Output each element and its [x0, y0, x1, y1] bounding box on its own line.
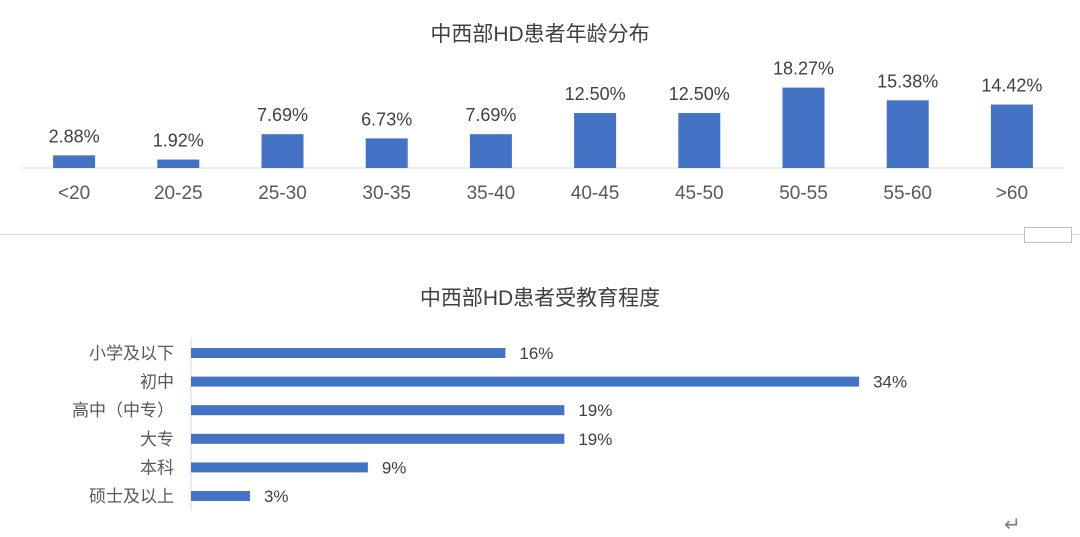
age-bar: [678, 113, 721, 168]
age-data-label: 12.50%: [669, 84, 730, 104]
age-tick-label: >60: [996, 183, 1028, 204]
education-tick-label: 初中: [140, 373, 174, 392]
education-data-label: 34%: [873, 373, 907, 392]
age-data-label: 7.69%: [257, 105, 308, 125]
age-tick-label: 55-60: [883, 183, 932, 204]
age-bar: [157, 159, 200, 168]
education-tick-label: 大专: [140, 430, 174, 449]
age-chart-title: 中西部HD患者年龄分布: [430, 23, 650, 46]
age-data-label: 6.73%: [361, 109, 412, 129]
age-data-label: 18.27%: [773, 59, 834, 79]
age-bar: [261, 134, 304, 168]
education-bar: [191, 376, 860, 387]
education-data-label: 3%: [264, 487, 289, 506]
education-chart-title: 中西部HD患者受教育程度: [419, 287, 661, 310]
age-bar: [53, 155, 96, 168]
age-tick-label: 40-45: [571, 183, 620, 204]
education-tick-label: 硕士及以上: [89, 487, 174, 506]
age-bar: [782, 87, 825, 168]
education-bar: [191, 433, 565, 444]
education-data-label: 19%: [578, 401, 612, 420]
age-bar: [574, 113, 617, 168]
age-tick-label: 45-50: [675, 183, 724, 204]
age-bar: [365, 138, 408, 168]
age-bar: [990, 104, 1033, 168]
resize-handle[interactable]: [1024, 227, 1072, 243]
education-data-label: 19%: [578, 430, 612, 449]
age-tick-label: 50-55: [779, 183, 828, 204]
education-data-label: 16%: [519, 344, 553, 363]
age-data-label: 7.69%: [465, 105, 516, 125]
education-tick-label: 高中（中专）: [72, 401, 174, 420]
education-tick-label: 本科: [140, 458, 174, 477]
education-data-label: 9%: [382, 458, 407, 477]
age-data-label: 14.42%: [981, 76, 1042, 96]
age-tick-label: <20: [58, 183, 90, 204]
age-data-label: 2.88%: [49, 126, 100, 146]
education-bar: [191, 405, 565, 416]
education-bar: [191, 491, 250, 501]
section-divider: [0, 234, 1080, 235]
education-bar: [191, 348, 506, 358]
age-tick-label: 25-30: [258, 183, 307, 204]
age-tick-label: 35-40: [467, 183, 516, 204]
age-bar: [469, 134, 512, 168]
age-bar: [886, 100, 929, 168]
age-tick-label: 30-35: [362, 183, 411, 204]
education-bar: [191, 462, 368, 473]
return-symbol: ↵: [1004, 514, 1021, 536]
age-data-label: 15.38%: [877, 71, 938, 91]
age-data-label: 1.92%: [153, 131, 204, 151]
education-tick-label: 小学及以下: [89, 344, 174, 363]
age-data-label: 12.50%: [565, 84, 626, 104]
age-tick-label: 20-25: [154, 183, 203, 204]
